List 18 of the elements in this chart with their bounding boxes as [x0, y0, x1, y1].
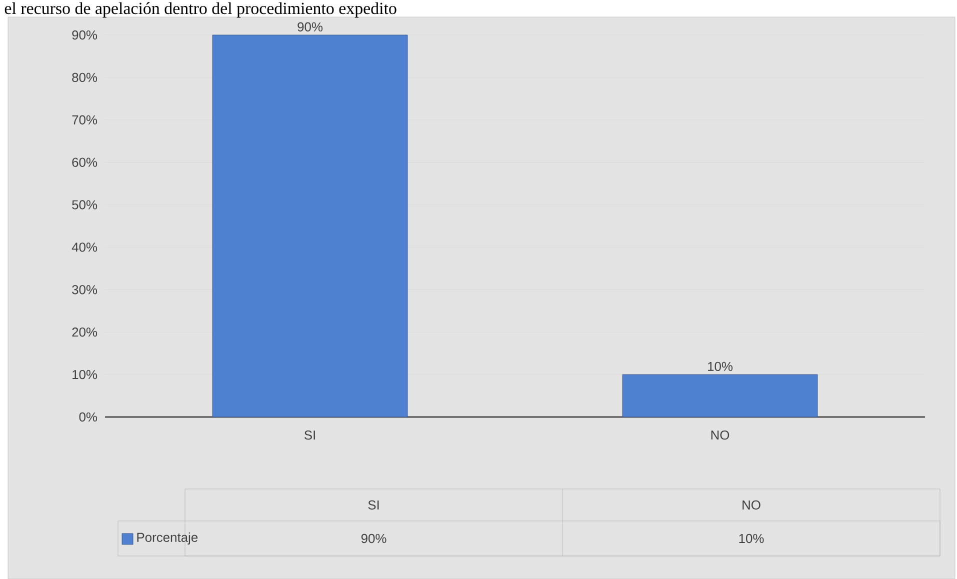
y-tick-label: 60%: [72, 158, 98, 167]
y-tick-label: 10%: [72, 370, 98, 380]
y-tick-label: 20%: [72, 328, 98, 337]
legend-label: Porcentaje: [137, 532, 198, 545]
category-label: SI: [368, 500, 379, 510]
y-tick-label: 50%: [72, 200, 98, 210]
y-tick-label: 70%: [72, 115, 98, 124]
data-label: 10%: [739, 534, 764, 544]
y-tick-label: 0%: [79, 412, 98, 422]
chart-title: el recurso de apelación dentro del procedimiento expedito: [4, 2, 396, 18]
y-tick-label: 40%: [72, 242, 98, 252]
y-tick-label: 30%: [72, 285, 98, 294]
data-label: 90%: [361, 534, 386, 544]
category-label: NO: [742, 500, 760, 510]
y-tick-label: 80%: [72, 72, 98, 82]
y-tick-label: 90%: [72, 30, 98, 40]
text: 90%: [298, 22, 323, 32]
text: 10%: [708, 362, 733, 372]
